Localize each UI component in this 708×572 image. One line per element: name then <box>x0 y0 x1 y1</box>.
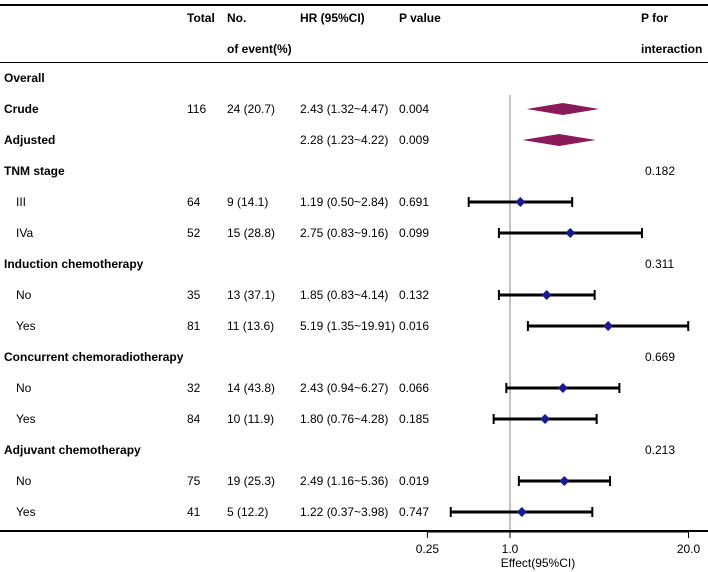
row-p-value: 0.691 <box>399 195 430 209</box>
row-hr: 2.28 (1.23~4.22) <box>300 133 389 147</box>
row-label: Concurrent chemoradiotherapy <box>4 350 184 364</box>
row-hr: 1.19 (0.50~2.84) <box>300 195 389 209</box>
row-p-value: 0.016 <box>399 319 430 333</box>
row-events: 14 (43.8) <box>227 381 276 395</box>
row-total: 41 <box>187 505 201 519</box>
header-hr: HR (95%CI) <box>300 11 365 25</box>
row-total: 84 <box>187 412 201 426</box>
point-estimate-diamond <box>540 414 551 424</box>
row-total: 32 <box>187 381 201 395</box>
row-hr: 2.75 (0.83~9.16) <box>300 226 389 240</box>
row-label: No <box>16 288 32 302</box>
row-label: Adjusted <box>4 133 56 147</box>
row-events: 15 (28.8) <box>227 226 276 240</box>
x-tick-label: 1.0 <box>502 542 519 556</box>
row-hr: 2.49 (1.16~5.36) <box>300 474 389 488</box>
header-p-interaction-line2: interaction <box>641 42 703 56</box>
row-label: Crude <box>4 102 39 116</box>
row-events: 24 (20.7) <box>227 102 276 116</box>
row-label: Adjuvant chemotherapy <box>4 443 141 457</box>
row-total: 81 <box>187 319 201 333</box>
row-events: 5 (12.2) <box>227 505 269 519</box>
row-hr: 1.85 (0.83~4.14) <box>300 288 389 302</box>
summary-diamond <box>522 134 596 146</box>
row-label: III <box>16 195 27 209</box>
row-label: Yes <box>16 505 36 519</box>
row-hr: 1.80 (0.76~4.28) <box>300 412 389 426</box>
row-label: Yes <box>16 412 36 426</box>
header-p-interaction-line1: P for <box>641 11 669 25</box>
header-events-line2: of event(%) <box>227 42 292 56</box>
row-p-value: 0.019 <box>399 474 430 488</box>
point-estimate-diamond <box>565 228 576 238</box>
point-estimate-diamond <box>515 197 526 207</box>
row-p-interaction: 0.669 <box>645 350 676 364</box>
row-total: 64 <box>187 195 201 209</box>
row-hr: 2.43 (0.94~6.27) <box>300 381 389 395</box>
header-events-line1: No. <box>227 11 247 25</box>
row-p-value: 0.132 <box>399 288 430 302</box>
point-estimate-diamond <box>541 290 552 300</box>
row-hr: 1.22 (0.37~3.98) <box>300 505 389 519</box>
row-label: No <box>16 381 32 395</box>
row-p-value: 0.004 <box>399 102 430 116</box>
header-p-value: P value <box>399 11 441 25</box>
row-p-interaction: 0.182 <box>645 164 676 178</box>
point-estimate-diamond <box>516 507 527 517</box>
row-p-interaction: 0.311 <box>645 257 675 271</box>
row-total: 75 <box>187 474 201 488</box>
x-tick-label: 20.0 <box>677 542 701 556</box>
row-p-value: 0.066 <box>399 381 430 395</box>
row-label: Overall <box>4 71 45 85</box>
header-rule <box>0 62 708 63</box>
header-total: Total <box>187 11 215 25</box>
row-events: 19 (25.3) <box>227 474 276 488</box>
row-total: 116 <box>187 102 207 116</box>
row-hr: 2.43 (1.32~4.47) <box>300 102 389 116</box>
row-label: Yes <box>16 319 36 333</box>
point-estimate-diamond <box>557 383 568 393</box>
row-hr: 5.19 (1.35~19.91) <box>300 319 396 333</box>
x-tick-label: 0.25 <box>416 542 440 556</box>
row-p-value: 0.747 <box>399 505 430 519</box>
row-label: IVa <box>16 226 34 240</box>
row-total: 52 <box>187 226 201 240</box>
row-events: 9 (14.1) <box>227 195 269 209</box>
row-p-interaction: 0.213 <box>645 443 676 457</box>
row-p-value: 0.009 <box>399 133 430 147</box>
row-events: 13 (37.1) <box>227 288 276 302</box>
bottom-rule <box>0 530 708 532</box>
row-total: 35 <box>187 288 201 302</box>
row-p-value: 0.185 <box>399 412 430 426</box>
row-label: TNM stage <box>4 164 65 178</box>
summary-diamond <box>526 103 600 115</box>
x-axis-label: Effect(95%CI) <box>501 556 575 570</box>
row-events: 11 (13.6) <box>227 319 275 333</box>
row-label: Induction chemotherapy <box>4 257 144 271</box>
row-p-value: 0.099 <box>399 226 430 240</box>
row-events: 10 (11.9) <box>227 412 275 426</box>
row-label: No <box>16 474 32 488</box>
point-estimate-diamond <box>603 321 614 331</box>
point-estimate-diamond <box>559 476 570 486</box>
top-rule <box>0 4 708 6</box>
